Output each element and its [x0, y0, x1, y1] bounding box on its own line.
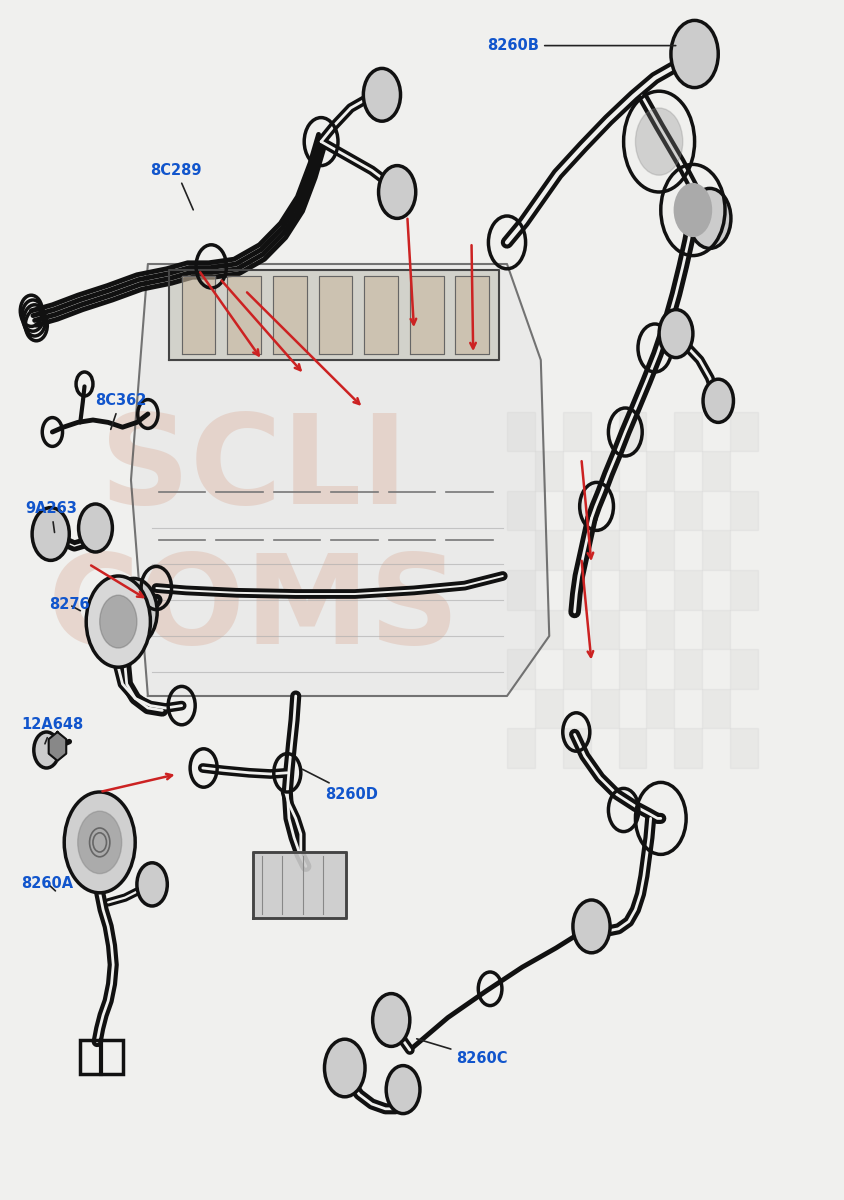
Circle shape [702, 379, 733, 422]
Circle shape [658, 310, 692, 358]
Bar [674, 570, 701, 610]
Text: 8C362: 8C362 [95, 394, 146, 430]
Text: 8260B: 8260B [487, 38, 675, 53]
Bar [646, 689, 674, 728]
Bar [646, 610, 674, 649]
Circle shape [635, 108, 682, 175]
Bar [253, 852, 346, 918]
Bar [729, 649, 757, 689]
Bar [618, 491, 646, 530]
Bar [618, 728, 646, 768]
Text: 9A263: 9A263 [25, 502, 77, 533]
Bar [729, 412, 757, 451]
Bar [534, 610, 562, 649]
Bar [729, 570, 757, 610]
Text: 12A648: 12A648 [21, 718, 84, 744]
Bar [701, 610, 729, 649]
Circle shape [120, 593, 147, 631]
Bar [506, 412, 534, 451]
Bar [506, 491, 534, 530]
Circle shape [378, 166, 415, 218]
Bar [674, 728, 701, 768]
Polygon shape [409, 276, 443, 354]
Bar [562, 728, 590, 768]
Circle shape [137, 863, 167, 906]
Circle shape [372, 994, 409, 1046]
Circle shape [78, 811, 122, 874]
Bar [701, 451, 729, 491]
Bar [729, 491, 757, 530]
Circle shape [670, 20, 717, 88]
Bar [534, 689, 562, 728]
Bar [701, 689, 729, 728]
Polygon shape [364, 276, 398, 354]
Circle shape [688, 188, 730, 248]
Circle shape [64, 792, 135, 893]
Bar [590, 530, 618, 570]
Bar [534, 451, 562, 491]
Polygon shape [318, 276, 352, 354]
Bar [674, 412, 701, 451]
Circle shape [78, 504, 112, 552]
Bar [506, 728, 534, 768]
Polygon shape [131, 264, 549, 696]
Bar [506, 570, 534, 610]
Bar [562, 412, 590, 451]
Bar [674, 649, 701, 689]
Circle shape [363, 68, 400, 121]
Bar [506, 649, 534, 689]
Bar [80, 1040, 122, 1074]
Text: 8260A: 8260A [21, 876, 73, 890]
Bar [646, 530, 674, 570]
Bar [729, 728, 757, 768]
Bar [562, 570, 590, 610]
Circle shape [34, 732, 59, 768]
Bar [618, 649, 646, 689]
Bar [618, 570, 646, 610]
Bar [618, 412, 646, 451]
Text: SCLI
COMS: SCLI COMS [47, 409, 459, 671]
Bar [590, 689, 618, 728]
Text: 8260C: 8260C [416, 1039, 507, 1066]
Circle shape [86, 576, 150, 667]
Polygon shape [49, 732, 66, 761]
Circle shape [32, 508, 69, 560]
Text: 8276: 8276 [49, 598, 89, 612]
Bar [562, 649, 590, 689]
Circle shape [572, 900, 609, 953]
Circle shape [110, 578, 157, 646]
Polygon shape [273, 276, 306, 354]
Polygon shape [227, 276, 261, 354]
Circle shape [386, 1066, 419, 1114]
Polygon shape [181, 276, 215, 354]
Bar [562, 491, 590, 530]
Polygon shape [455, 276, 489, 354]
Bar [701, 530, 729, 570]
Bar [590, 610, 618, 649]
Text: 8260D: 8260D [302, 769, 378, 802]
Polygon shape [169, 270, 498, 360]
Text: 8C289: 8C289 [150, 163, 202, 210]
Bar [674, 491, 701, 530]
Circle shape [674, 184, 711, 236]
Circle shape [324, 1039, 365, 1097]
Bar [590, 451, 618, 491]
Bar [646, 451, 674, 491]
Bar [534, 530, 562, 570]
Circle shape [100, 595, 137, 648]
